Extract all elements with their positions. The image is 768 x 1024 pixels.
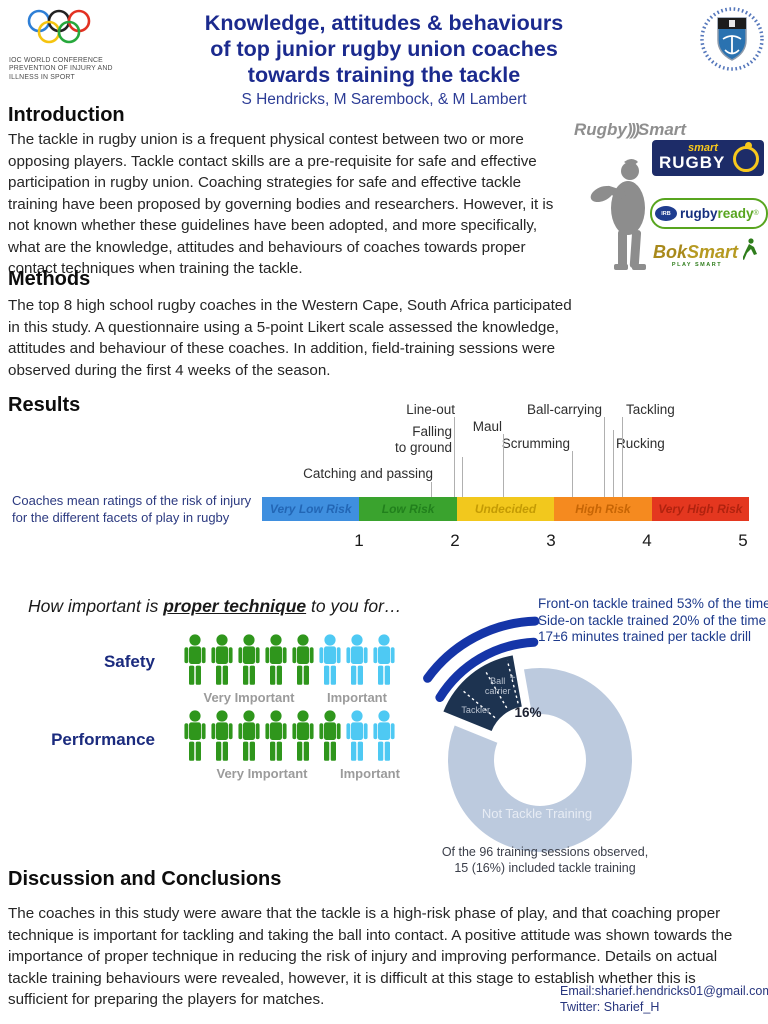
poster-title-block: Knowledge, attitudes & behaviours of top…: [134, 10, 634, 109]
front-on-arc: [423, 616, 540, 683]
methods-heading: Methods: [8, 268, 91, 290]
leader-line: [604, 417, 605, 497]
university-crest: [700, 7, 764, 71]
swoosh-icon: ))): [626, 120, 640, 139]
safety-very-important-label: Very Important: [203, 690, 295, 705]
rugbysmart-logo: Rugby)))Smart: [574, 120, 687, 139]
risk-label-maul: Maul: [472, 419, 502, 434]
contact-info: Email:sharief.hendricks01@gmail.com Twit…: [560, 983, 768, 1015]
performance-very-important-label: Very Important: [216, 766, 308, 781]
scale-tick-5: 5: [738, 531, 748, 550]
springbok-player-icon: [742, 238, 758, 260]
donut-caption-line2: 15 (16%) included tackle training: [454, 861, 635, 875]
donut-annotations: Front-on tackle trained 53% of the time …: [538, 596, 768, 644]
tackle-training-donut-chart: Ball carrier Tackler + 16% Not Tackle Tr…: [423, 616, 648, 875]
leader-line: [462, 457, 463, 497]
person-icon-very-important: [292, 710, 314, 761]
person-icon-very-important: [184, 710, 206, 761]
band-very-high-risk: Very High Risk: [651, 497, 750, 521]
methods-body: The top 8 high school rugby coaches in t…: [8, 297, 572, 379]
scale-tick-3: 3: [546, 531, 556, 550]
side-on-arc: [435, 637, 539, 702]
band-very-low-risk: Very Low Risk: [262, 497, 360, 521]
person-icon-important: [346, 710, 368, 761]
person-icon-important: [346, 634, 368, 685]
risk-label-rucking: Rucking: [616, 436, 665, 451]
leader-line: [622, 417, 623, 497]
person-icon-very-important: [265, 710, 287, 761]
not-tackle-training-label: Not Tackle Training: [482, 806, 592, 821]
results-heading: Results: [8, 394, 81, 416]
safety-row-label: Safety: [103, 652, 155, 671]
person-icon-important: [373, 634, 395, 685]
risk-label-ballcarrying: Ball-carrying: [526, 402, 602, 417]
svg-text:carrier: carrier: [485, 686, 511, 696]
discussion-heading: Discussion and Conclusions: [8, 868, 282, 890]
slice-percentage-label: 16%: [514, 705, 541, 720]
introduction-heading: Introduction: [8, 104, 125, 126]
safety-icon-row: [183, 634, 396, 686]
scale-tick-4: 4: [642, 531, 652, 550]
leader-line: [572, 451, 573, 497]
smart-rugby-logo: smart RUGBY: [652, 140, 764, 176]
performance-important-label: Important: [340, 766, 400, 781]
wallaby-icon: [733, 146, 759, 172]
technique-heading: How important is proper technique to you…: [28, 596, 402, 616]
person-icon-very-important: [238, 710, 260, 761]
irb-ball-icon: IRB: [655, 206, 677, 221]
person-icon-important: [319, 634, 341, 685]
rugbyready-logo: IRB rugby ready ®: [650, 198, 768, 229]
leader-line: [431, 482, 432, 497]
risk-label-lineout: Line-out: [406, 402, 455, 417]
person-icon-very-important: [292, 634, 314, 685]
risk-scale-bar: Very Low Risk Low Risk Undecided High Ri…: [262, 497, 750, 521]
person-icon-very-important: [211, 634, 233, 685]
person-icon-very-important: [238, 634, 260, 685]
person-icon-important: [373, 710, 395, 761]
donut-caption-line1: Of the 96 training sessions observed,: [442, 845, 648, 859]
risk-label-scrumming: Scrumming: [501, 436, 570, 451]
risk-chart-caption: Coaches mean ratings of the risk of inju…: [12, 493, 252, 525]
ball-carrier-label: Ball: [490, 676, 505, 686]
introduction-body: The tackle in rugby union is a frequent …: [8, 131, 554, 277]
performance-row-label: Performance: [51, 730, 155, 749]
leader-line: [454, 417, 455, 497]
band-high-risk: High Risk: [554, 497, 652, 521]
person-icon-very-important: [184, 634, 206, 685]
ioc-conference-label: IOC WORLD CONFERENCE PREVENTION OF INJUR…: [9, 57, 113, 81]
person-icon-very-important: [319, 710, 341, 761]
leader-line: [613, 430, 614, 497]
person-icon-very-important: [211, 710, 233, 761]
authors: S Hendricks, M Sarembock, & M Lambert: [241, 91, 527, 108]
boksmart-logo: BokSmart PLAY SMART: [644, 238, 768, 268]
risk-label-falling: Falling to ground: [394, 424, 452, 455]
contact-email: Email:sharief.hendricks01@gmail.com: [560, 984, 768, 998]
risk-label-tackling: Tackling: [626, 402, 675, 417]
band-low-risk: Low Risk: [359, 497, 457, 521]
safety-important-label: Important: [327, 690, 387, 705]
scale-tick-1: 1: [354, 531, 364, 550]
scale-tick-2: 2: [450, 531, 460, 550]
contact-twitter: Twitter: Sharief_H: [560, 1000, 660, 1014]
person-icon-very-important: [265, 634, 287, 685]
plus-label: +: [510, 673, 516, 684]
poster-title: Knowledge, attitudes & behaviours: [204, 11, 564, 35]
tackler-label: Tackler: [461, 705, 490, 715]
discussion-body: The coaches in this study were aware tha…: [8, 905, 733, 1008]
performance-icon-row: [183, 710, 396, 762]
olympic-rings-logo: [27, 9, 91, 44]
risk-label-catching: Catching and passing: [303, 466, 433, 481]
coach-silhouette: [590, 159, 646, 270]
band-undecided: Undecided: [456, 497, 555, 521]
leader-line: [503, 434, 504, 497]
